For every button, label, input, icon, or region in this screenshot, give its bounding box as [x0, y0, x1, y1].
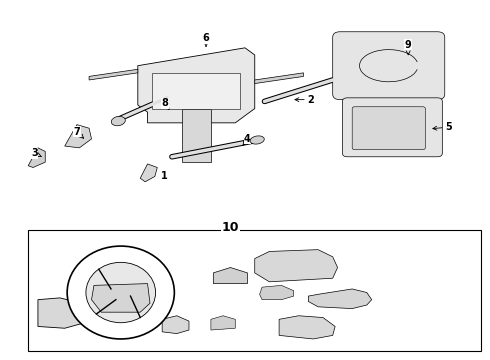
Polygon shape [28, 148, 45, 167]
Text: 6: 6 [203, 33, 209, 46]
Polygon shape [308, 289, 372, 309]
Ellipse shape [111, 116, 125, 126]
Polygon shape [255, 249, 338, 282]
Ellipse shape [250, 136, 264, 144]
Polygon shape [255, 73, 303, 84]
Text: 2: 2 [295, 95, 314, 105]
Text: 8: 8 [161, 98, 169, 109]
Polygon shape [152, 73, 240, 109]
Polygon shape [279, 316, 335, 339]
Polygon shape [211, 316, 235, 330]
Text: 4: 4 [243, 134, 251, 145]
Text: 9: 9 [405, 40, 412, 55]
Polygon shape [162, 316, 189, 334]
Polygon shape [213, 267, 247, 284]
FancyBboxPatch shape [333, 32, 445, 100]
Polygon shape [92, 284, 150, 312]
Ellipse shape [67, 246, 174, 339]
Text: 3: 3 [31, 148, 41, 158]
Polygon shape [260, 285, 294, 300]
Text: 7: 7 [74, 127, 84, 138]
Text: 10: 10 [221, 221, 239, 234]
Polygon shape [182, 109, 211, 162]
FancyBboxPatch shape [352, 107, 425, 150]
Text: 5: 5 [433, 122, 452, 132]
Text: 1: 1 [161, 171, 168, 181]
Polygon shape [89, 69, 138, 80]
Polygon shape [140, 164, 157, 182]
Polygon shape [38, 298, 87, 328]
FancyBboxPatch shape [343, 98, 442, 157]
Ellipse shape [86, 262, 156, 323]
Bar [28, 230, 481, 351]
Polygon shape [65, 125, 92, 148]
Polygon shape [138, 48, 255, 123]
